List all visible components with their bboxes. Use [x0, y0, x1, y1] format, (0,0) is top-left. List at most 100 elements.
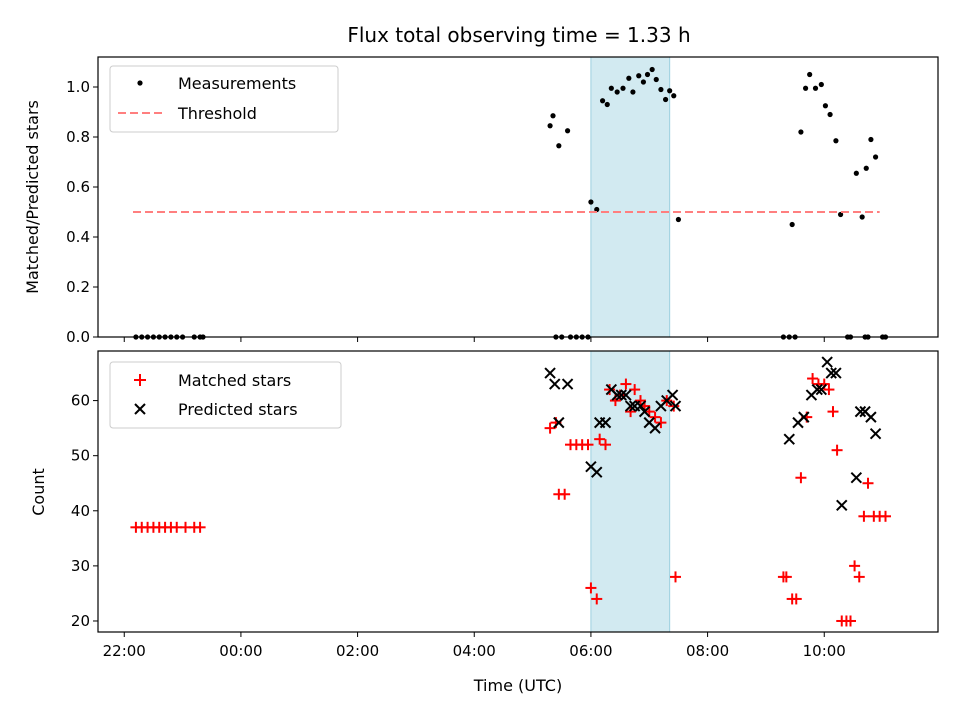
measurements-point	[608, 85, 614, 91]
matched-stars-point	[649, 411, 661, 423]
x-axis-label: Time (UTC)	[473, 676, 562, 695]
measurements-point	[662, 96, 669, 103]
xtick-label: 06:00	[569, 642, 612, 660]
matched-stars-point	[880, 510, 891, 522]
predicted-stars-point	[825, 367, 837, 379]
top-y-axis-label: Matched/Predicted stars	[23, 100, 42, 294]
predicted-stars-point	[599, 416, 612, 429]
top-ytick-label: 0.8	[66, 128, 90, 146]
measurements-point	[640, 79, 647, 85]
bottom-shaded-span	[590, 350, 671, 633]
bottom-x-ticks: 22:00 00:00 02:00 04:00 06:00 08:00 10:00	[103, 632, 846, 660]
predicted-stars-point	[649, 422, 661, 434]
matched-stars-point	[849, 560, 861, 572]
measurements-point	[812, 85, 819, 91]
matched-stars-point	[591, 593, 603, 605]
measurements-point	[667, 88, 673, 94]
bottom-y-axis-label: Count	[29, 468, 48, 516]
measurements-point	[620, 85, 626, 91]
top-legend: Measurements Threshold	[109, 65, 339, 133]
predicted-stars-point	[549, 378, 561, 390]
bottom-ytick-label: 60	[71, 392, 90, 410]
measurements-point	[837, 211, 844, 218]
measurements-point	[550, 113, 556, 119]
bottom-ytick-label: 40	[71, 502, 90, 520]
measurements-point	[636, 73, 642, 79]
measurements-point	[604, 101, 610, 108]
measurements-point	[807, 71, 813, 78]
predicted-stars-point	[854, 405, 867, 418]
bottom-axes-frame	[97, 350, 939, 633]
top-panel: 0.0 0.2 0.4 0.6 0.8 1.0 Matched/Predicted sta…	[23, 56, 939, 346]
matched-stars-point	[625, 406, 637, 418]
matched-stars-point	[559, 488, 571, 500]
matched-stars-point	[620, 378, 632, 390]
matched-stars-point	[600, 439, 611, 451]
matched-stars-point	[823, 384, 835, 396]
legend-threshold-label: Threshold	[177, 104, 257, 123]
top-ytick-label: 0.4	[66, 228, 90, 246]
predicted-stars-point	[830, 367, 842, 379]
measurements-point	[789, 221, 795, 228]
matched-stars-point	[655, 417, 667, 429]
matched-stars-point	[582, 439, 594, 451]
bottom-series-layer	[130, 356, 891, 627]
measurements-point	[653, 76, 659, 83]
top-ytick-label: 0.2	[66, 278, 90, 296]
bottom-ytick-label: 30	[71, 557, 90, 575]
matched-stars-point	[790, 593, 802, 605]
bottom-y-ticks: 20 30 40 50 60	[71, 392, 98, 630]
measurements-point	[802, 85, 809, 91]
measurements-point	[599, 98, 606, 104]
measurements-point	[594, 206, 600, 213]
predicted-stars-point	[798, 411, 810, 423]
bottom-panel: 20 30 40 50 60 22:00 00:00 02:00 04:00 06:00 08:0…	[29, 350, 939, 695]
bottom-legend-box	[109, 361, 342, 429]
predicted-stars-point	[669, 400, 682, 412]
legend-matched-label: Matched stars	[178, 371, 291, 390]
legend-predicted-marker	[134, 403, 146, 415]
matched-stars-point	[668, 400, 680, 412]
matched-stars-point	[604, 384, 616, 396]
xtick-label: 04:00	[453, 642, 496, 660]
xtick-label: 00:00	[219, 642, 262, 660]
legend-measurements-marker	[137, 80, 143, 86]
measurements-point	[868, 136, 874, 143]
top-axes-frame	[97, 56, 939, 338]
matched-stars-point	[845, 615, 856, 627]
legend-matched-marker	[134, 374, 146, 386]
matched-stars-point	[827, 406, 839, 418]
predicted-stars-point	[666, 389, 679, 401]
measurements-point	[863, 165, 869, 171]
predicted-stars-point	[850, 472, 863, 484]
measurements-point	[872, 154, 879, 160]
matched-stars-point	[629, 384, 641, 396]
predicted-stars-point	[783, 433, 795, 445]
measurements-point	[822, 103, 829, 109]
measurements-point	[833, 138, 839, 144]
bottom-legend: Matched stars Predicted stars	[109, 361, 342, 429]
top-ytick-label: 0.0	[66, 328, 90, 346]
predicted-stars-point	[561, 378, 574, 390]
predicted-stars-point	[869, 427, 882, 440]
predicted-stars-point	[544, 367, 556, 379]
measurements-point	[588, 199, 594, 205]
matched-stars-point	[858, 510, 870, 522]
predicted-stars-point	[624, 400, 637, 412]
predicted-stars-point	[638, 405, 651, 418]
measurements-point	[675, 216, 682, 223]
measurements-point	[564, 128, 571, 134]
measurements-point	[671, 93, 677, 99]
matched-stars-point	[544, 422, 556, 434]
matched-stars-point	[853, 571, 865, 583]
predicted-stars-point	[615, 389, 627, 401]
predicted-stars-point	[865, 411, 877, 423]
matched-stars-point	[795, 472, 807, 484]
predicted-stars-point	[591, 466, 603, 478]
top-x-ticks	[123, 337, 825, 342]
measurements-point	[859, 214, 865, 220]
measurements-point	[818, 81, 824, 88]
measurements-point	[556, 143, 562, 149]
measurements-point	[798, 129, 804, 135]
